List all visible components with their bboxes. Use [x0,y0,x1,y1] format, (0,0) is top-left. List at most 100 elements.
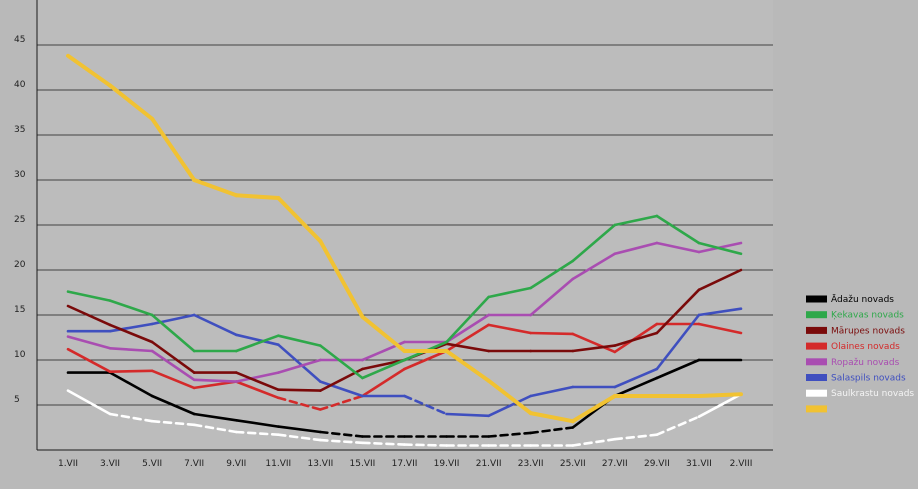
series-segment [655,415,701,437]
series-segment [655,358,701,380]
series-segment [571,344,617,353]
series-line [66,307,743,418]
y-tick-label: 45 [14,35,25,45]
series-segment [319,394,364,411]
x-tick-label: 25.VII [560,459,586,469]
series-segment [528,411,575,424]
y-tick-label: 15 [14,305,25,315]
y-tick-label: 40 [14,80,26,90]
series-segment [150,349,196,382]
series-segment [277,334,322,347]
series-segment [319,344,364,380]
series-segment [234,193,281,200]
legend-swatch [806,358,827,366]
legend-swatch [806,295,827,303]
series-segment [234,371,280,383]
series-segment [150,116,197,182]
series-segment [318,239,365,319]
legend-label: Ķekavas novads [831,311,904,321]
legend-label: Ādažu novads [831,294,894,305]
series-segment [361,358,406,371]
legend-label: Ropažu novads [831,358,900,368]
x-tick-label: 23.VII [518,459,544,469]
series-segment [697,322,743,335]
series-segment [234,371,280,392]
y-tick-label: 30 [14,170,26,180]
series-segment [66,347,112,374]
series-segment [361,367,406,398]
series-segment [697,241,743,256]
legend: Ādažu novads Ķekavas novads Mārupes novads… [806,294,914,413]
series-segment [192,378,238,383]
series-segment [150,419,196,427]
series-line [66,241,743,383]
y-tick-label: 20 [14,260,26,270]
x-tick-label: 1.VII [58,459,78,469]
series-segment [697,307,743,317]
x-tick-label: 2.VIII [730,459,753,469]
x-tick-label: 5.VII [142,459,162,469]
series-segment [613,376,659,398]
series-segment [655,214,701,245]
series-segment [486,378,533,416]
series-segment [445,342,490,353]
series-segment [571,223,617,263]
series-line [66,358,743,438]
x-tick-label: 17.VII [392,459,418,469]
series-segment [277,343,322,383]
legend-swatch [806,405,827,413]
series-segment [277,433,322,442]
series-segment [361,358,406,380]
series-segment [571,437,617,447]
series-segment [66,290,112,302]
x-tick-label: 13.VII [307,459,333,469]
series-line [66,389,743,447]
y-tick-label: 5 [14,395,20,405]
series-segment [276,196,323,244]
legend-swatch [806,374,827,381]
series-segment [234,333,280,347]
series-segment [234,418,280,428]
y-axis-tick-labels: 5 10 15 20 25 30 35 40 45 [14,35,26,405]
series-segment [529,331,575,336]
series-segment [570,394,617,424]
series-segment [444,349,491,383]
series-line [66,53,743,424]
series-segment [571,252,617,281]
legend-swatch [806,311,827,319]
series-line [66,268,743,392]
axes [36,0,773,451]
series-segment [66,335,112,350]
series-segment [108,299,154,317]
series-segment [613,367,659,389]
series-segment [319,438,364,445]
series-segment [66,389,112,416]
series-segment [108,323,154,344]
legend-label: Olaines novads [831,342,900,352]
legend-label: Salaspils novads [831,374,906,384]
series-segment [655,241,701,254]
series-segment [529,259,575,290]
x-tick-label: 21.VII [476,459,502,469]
series-segment [192,313,238,337]
series-segment [613,214,659,227]
series-lines [66,53,743,447]
series-segment [277,388,322,392]
series-segment [108,322,154,333]
series-segment [108,369,154,374]
series-segment [445,323,490,353]
series-segment [529,277,575,317]
series-segment [487,431,532,438]
series-segment [361,441,406,446]
series-segment [66,304,112,327]
series-segment [192,178,239,198]
series-segment [277,396,322,411]
x-axis-tick-labels: 1.VII 3.VII 5.VII 7.VII 9.VII 11.VII 13.VII 15.… [58,459,752,469]
series-segment [403,443,448,447]
series-segment [108,346,154,353]
series-segment [529,426,575,435]
series-segment [487,394,532,418]
series-segment [108,371,154,398]
series-segment [487,323,532,335]
series-segment [613,331,659,347]
